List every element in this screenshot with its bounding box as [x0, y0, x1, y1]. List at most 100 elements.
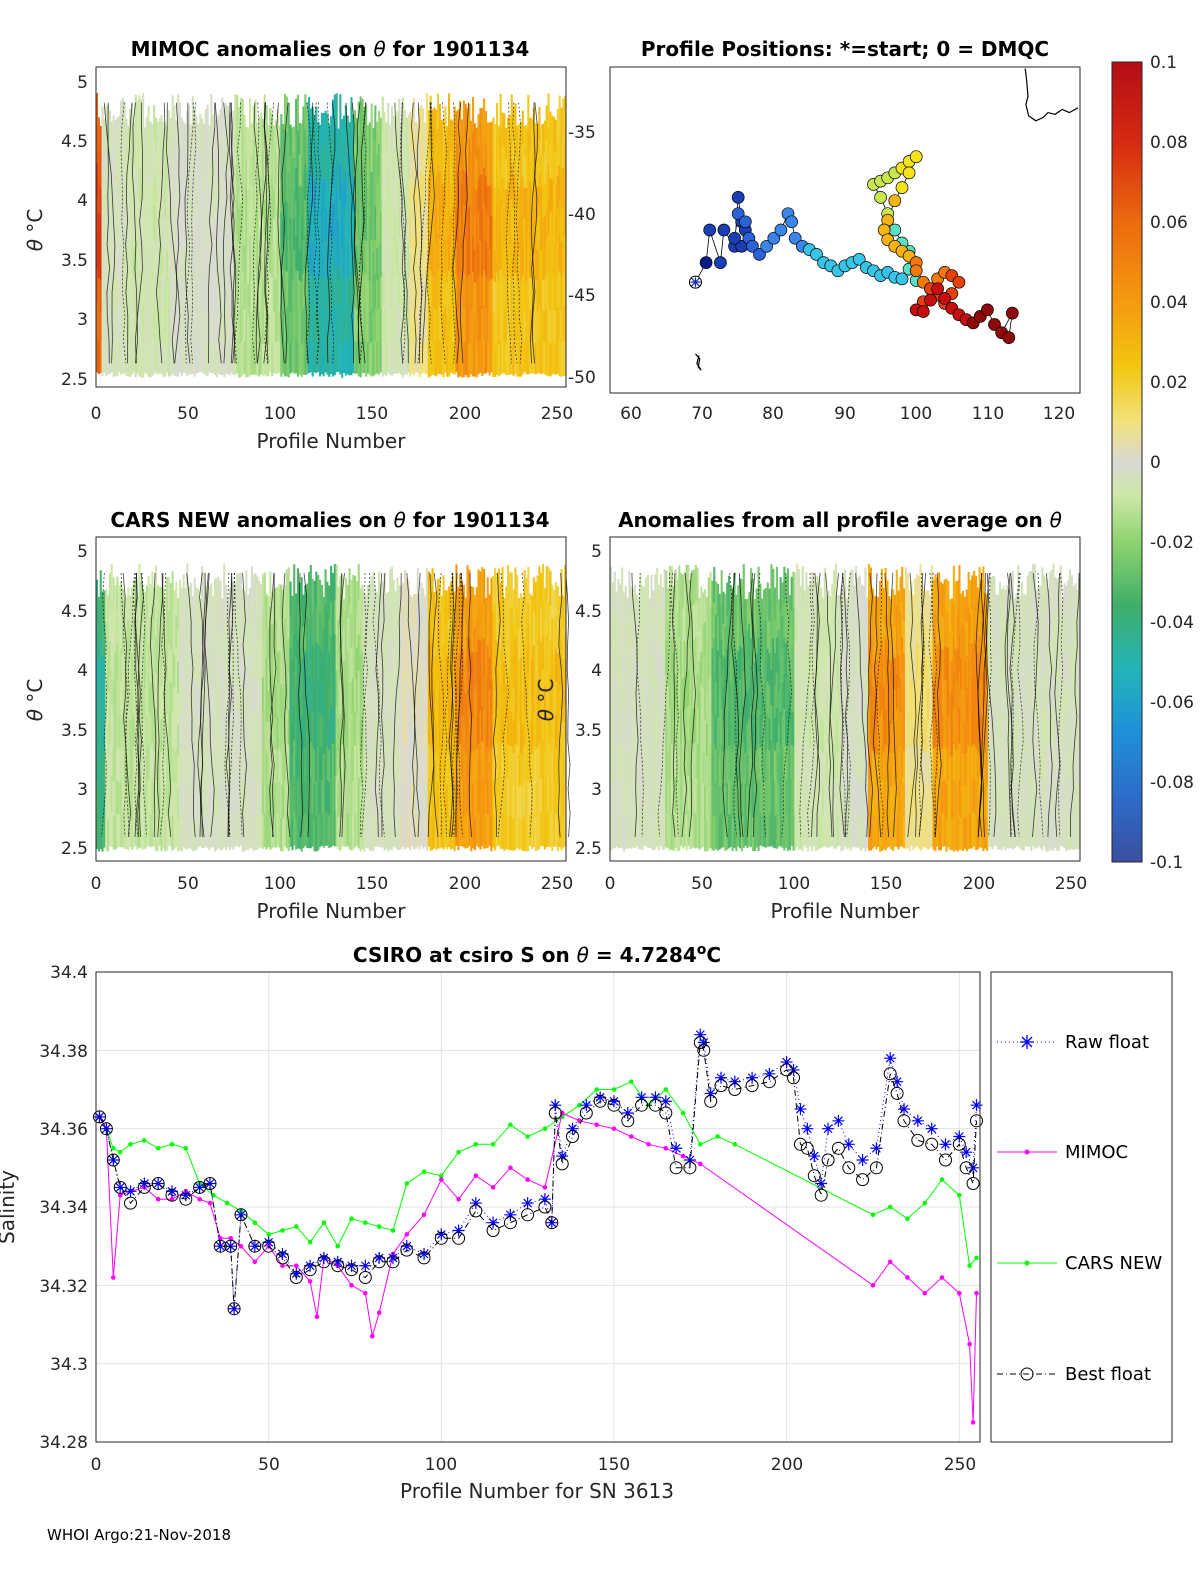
- heatmap-cell: [685, 707, 688, 744]
- heatmap-cell: [508, 641, 511, 677]
- heatmap-cell: [206, 206, 209, 241]
- cars-heatmap: [96, 563, 571, 852]
- heatmap-cell: [680, 743, 683, 778]
- heatmap-cell: [562, 690, 565, 723]
- positions-y-ticks: -35 -40 -45 -50: [568, 123, 596, 388]
- contour-line: [150, 572, 157, 838]
- heatmap-cell: [352, 643, 355, 679]
- heatmap-cell: [532, 712, 535, 747]
- x-tick-label: 150: [356, 404, 388, 424]
- heatmap-cell: [350, 270, 353, 306]
- heatmap-cell: [123, 339, 126, 374]
- heatmap-cell: [556, 652, 559, 686]
- heatmap-cell: [470, 342, 473, 375]
- heatmap-cell: [516, 643, 519, 678]
- heatmap-cell: [256, 678, 259, 714]
- heatmap-cell: [339, 713, 342, 748]
- heatmap-cell: [562, 627, 565, 660]
- heatmap-cell: [529, 149, 532, 183]
- heatmap-cell: [315, 746, 318, 782]
- heatmap-cell: [125, 247, 128, 280]
- heatmap-cell: [540, 124, 543, 157]
- heatmap-cell: [437, 814, 440, 849]
- heatmap-cell: [296, 94, 299, 131]
- heatmap-cell: [328, 313, 331, 346]
- heatmap-cell: [204, 650, 207, 684]
- heatmap-cell: [494, 674, 497, 710]
- heatmap-cell: [494, 814, 497, 851]
- heatmap-cell: [361, 235, 364, 271]
- heatmap-cell: [166, 249, 169, 281]
- heatmap-cell: [709, 709, 712, 745]
- heatmap-cell: [379, 340, 382, 373]
- heatmap-cell: [247, 189, 250, 222]
- heatmap-cell: [247, 314, 250, 346]
- heatmap-cell: [309, 777, 312, 813]
- heatmap-cell: [650, 711, 653, 747]
- heatmap-cell: [330, 636, 333, 672]
- contour-line: [234, 102, 244, 364]
- heatmap-cell: [490, 680, 493, 715]
- heatmap-cell: [243, 115, 246, 148]
- heatmap-cell: [368, 248, 371, 281]
- heatmap-cell: [355, 746, 358, 780]
- heatmap-cell: [497, 219, 500, 252]
- heatmap-cell: [750, 812, 753, 848]
- heatmap-cell: [538, 239, 541, 274]
- heatmap-cell: [446, 345, 449, 377]
- heatmap-cell: [398, 132, 401, 168]
- heatmap-cell: [425, 674, 428, 710]
- heatmap-cell: [389, 743, 392, 780]
- heatmap-cell: [261, 814, 264, 849]
- heatmap-cell: [326, 309, 329, 342]
- heatmap-cell: [473, 817, 476, 851]
- heatmap-cell: [271, 277, 274, 311]
- heatmap-cell: [438, 611, 441, 646]
- heatmap-cell: [201, 566, 204, 602]
- heatmap-cell: [313, 339, 316, 373]
- heatmap-cell: [389, 343, 392, 375]
- heatmap-cell: [293, 250, 296, 282]
- heatmap-cell: [746, 754, 749, 786]
- heatmap-cell: [457, 209, 460, 244]
- heatmap-cell: [729, 781, 732, 815]
- heatmap-cell: [527, 129, 530, 165]
- heatmap-cell: [709, 572, 712, 607]
- heatmap-cell: [453, 623, 456, 657]
- heatmap-cell: [276, 781, 279, 815]
- colorbar-tick: 0: [1150, 453, 1161, 473]
- heatmap-cell: [191, 723, 194, 756]
- heatmap-cell: [171, 199, 174, 235]
- heatmap-cell: [523, 126, 526, 157]
- heatmap-cell: [101, 753, 104, 787]
- heatmap-cell: [285, 604, 288, 640]
- heatmap-cell: [414, 657, 417, 690]
- heatmap-cell: [331, 709, 334, 744]
- heatmap-cell: [341, 248, 344, 281]
- heatmap-cell: [496, 709, 499, 744]
- heatmap-cell: [427, 210, 430, 244]
- heatmap-cell: [687, 775, 690, 811]
- heatmap-cell: [234, 234, 237, 270]
- heatmap-cell: [477, 309, 480, 342]
- heatmap-cell: [249, 306, 252, 341]
- heatmap-cell: [289, 217, 292, 250]
- heatmap-cell: [156, 585, 159, 619]
- heatmap-cell: [529, 656, 532, 689]
- heatmap-cell: [282, 687, 285, 721]
- contour-line: [281, 572, 291, 838]
- heatmap-cell: [389, 638, 392, 675]
- heatmap-cell: [389, 673, 392, 710]
- heatmap-cell: [322, 277, 325, 311]
- heatmap-cell: [105, 240, 108, 275]
- heatmap-cell: [285, 674, 288, 710]
- heatmap-cell: [267, 721, 270, 754]
- heatmap-cell: [553, 814, 556, 847]
- heatmap-cell: [549, 674, 552, 710]
- heatmap-cell: [164, 344, 167, 377]
- profile-marker: [924, 293, 937, 307]
- heatmap-cell: [344, 341, 347, 376]
- heatmap-cell: [341, 151, 344, 184]
- heatmap-cell: [497, 672, 500, 708]
- heatmap-cell: [619, 584, 622, 618]
